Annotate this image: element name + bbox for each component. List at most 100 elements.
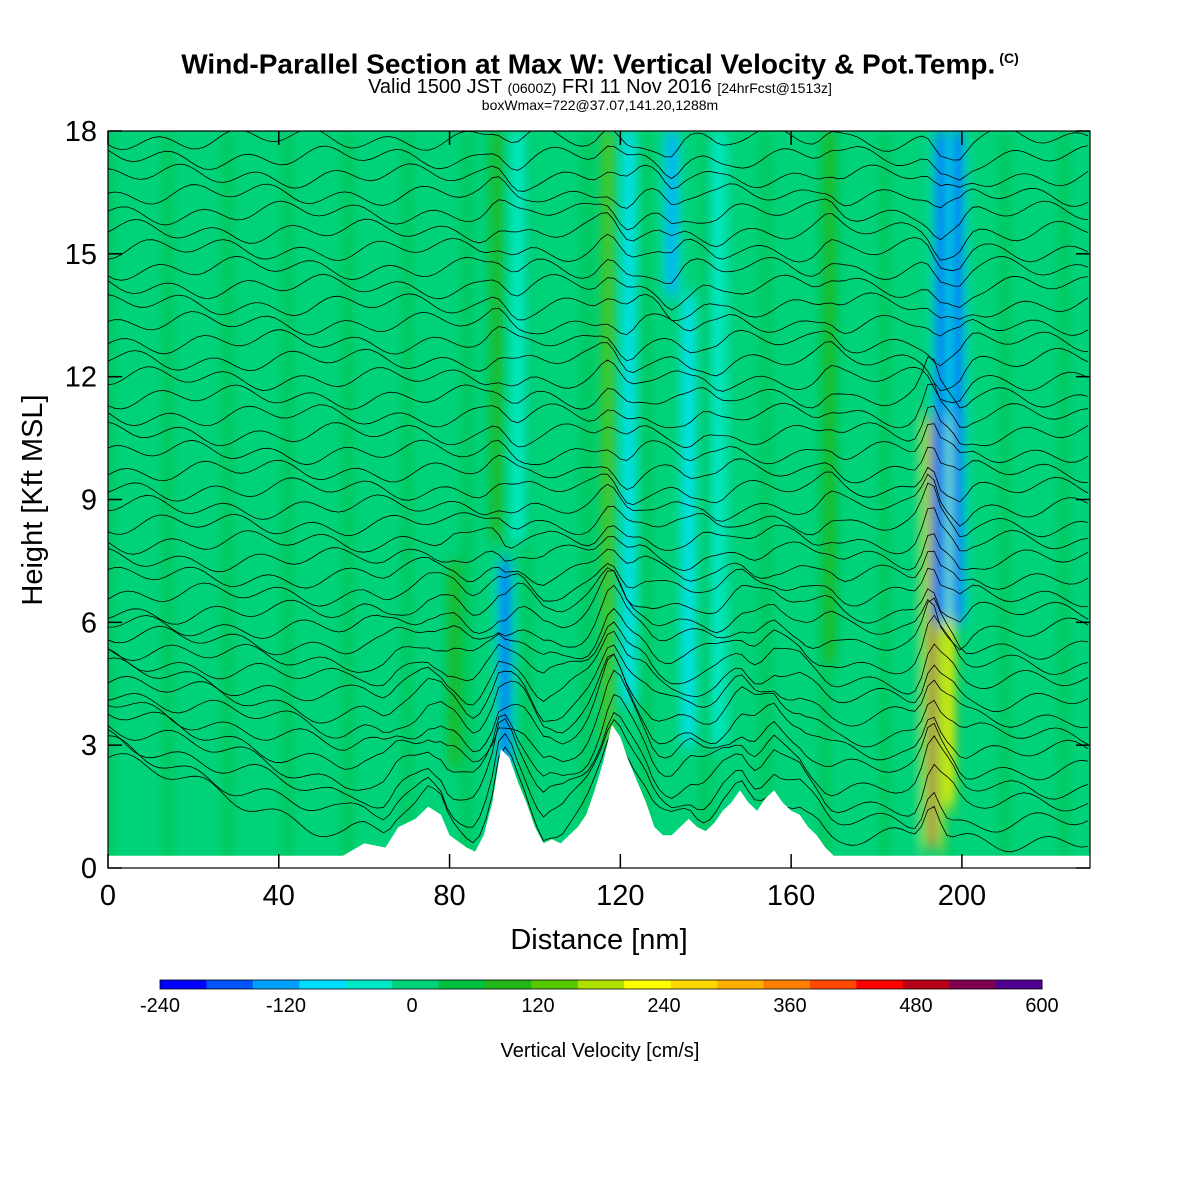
potential-temperature-contours <box>108 131 1089 853</box>
isentrope-line <box>108 446 1088 491</box>
field-band <box>760 131 771 868</box>
colorbar-swatch <box>206 980 254 989</box>
isentrope-line <box>108 473 1089 527</box>
isentrope-line <box>108 563 1088 608</box>
isentrope-line <box>108 423 1089 466</box>
field-band <box>611 131 622 868</box>
w-feature-core <box>928 417 936 848</box>
x-tick-label: 200 <box>938 880 986 912</box>
colorbar-swatch <box>531 980 579 989</box>
isentrope-line <box>108 145 1088 181</box>
w-feature-core <box>493 131 501 541</box>
chart-title-text: Wind-Parallel Section at Max W: Vertical… <box>181 48 996 80</box>
field-band <box>1029 131 1040 868</box>
isentrope-line <box>108 466 1089 506</box>
isentrope-line <box>108 653 1089 761</box>
isentrope-line <box>108 233 1089 272</box>
colorbar-swatch <box>438 980 486 989</box>
w-feature-core <box>945 417 953 807</box>
field-band <box>999 131 1010 868</box>
chart-title: Wind-Parallel Section at Max W: Vertical… <box>0 42 1200 80</box>
isentrope-line <box>108 359 1089 404</box>
isentrope-line <box>108 326 1088 367</box>
isentrope-line <box>108 607 1088 675</box>
field-band <box>282 131 293 868</box>
colorbar: -240 -120 0 120 240 360 480 600 <box>140 979 1059 1017</box>
vertical-velocity-field <box>108 131 1090 868</box>
field-band <box>192 131 203 868</box>
isentrope-line <box>108 548 1089 590</box>
field-band <box>162 131 173 868</box>
x-axis: 0 40 80 120 160 200 <box>100 880 986 912</box>
colorbar-tick-label: 0 <box>406 995 417 1017</box>
colorbar-swatch <box>252 980 300 989</box>
colorbar-swatch <box>577 980 625 989</box>
field-band <box>132 131 143 868</box>
field-band <box>461 131 472 868</box>
colorbar-swatch <box>995 980 1043 989</box>
x-tick-label: 40 <box>263 880 295 912</box>
copyright-mark: (C) <box>999 50 1019 66</box>
valid-utc: (0600Z) <box>507 80 557 97</box>
colorbar-tick-label: 600 <box>1025 995 1058 1017</box>
x-tick-label: 80 <box>433 880 465 912</box>
w-feature-core <box>685 294 693 746</box>
y-axis: 0 3 6 9 12 15 18 <box>65 116 97 885</box>
field-band <box>730 131 741 868</box>
y-tick-label: 15 <box>65 239 97 271</box>
plot-area <box>107 130 1091 869</box>
box-info: boxWmax=722@37.07,141.20,1288m <box>481 97 719 114</box>
isentrope-line <box>108 356 1088 410</box>
w-feature-core <box>826 131 834 664</box>
colorbar-swatch <box>484 980 532 989</box>
y-tick-label: 3 <box>81 730 97 762</box>
field-band <box>581 131 592 868</box>
colorbar-tick-label: 120 <box>521 995 554 1017</box>
isentrope-line <box>108 383 1088 429</box>
w-feature-core <box>937 131 945 623</box>
colorbar-swatch <box>670 980 718 989</box>
isentrope-line <box>108 729 1088 853</box>
isentrope-line <box>108 584 1088 660</box>
field-band <box>700 131 711 868</box>
isentrope-line <box>108 711 1089 817</box>
isentrope-line <box>108 198 1088 241</box>
x-axis-label: Distance [nm] <box>510 924 687 956</box>
field-band <box>640 131 651 868</box>
colorbar-swatch <box>809 980 857 989</box>
isentrope-line <box>108 212 1089 261</box>
y-tick-label: 12 <box>65 362 97 394</box>
field-band <box>342 131 353 868</box>
isentrope-line <box>108 570 1089 651</box>
valid-prefix: Valid 1500 JST <box>368 76 502 99</box>
field-band <box>670 131 681 868</box>
field-band <box>252 131 263 868</box>
colorbar-tick-label: 360 <box>773 995 806 1017</box>
isentrope-line <box>108 405 1089 449</box>
y-tick-label: 6 <box>81 607 97 639</box>
w-feature-core <box>625 131 633 705</box>
isentrope-line <box>108 644 1088 729</box>
field-band <box>790 131 801 868</box>
field-band <box>880 131 891 868</box>
field-band <box>222 131 233 868</box>
w-feature-core <box>954 131 962 623</box>
x-tick-label: 0 <box>100 880 116 912</box>
w-feature-core <box>715 131 723 746</box>
colorbar-swatch <box>345 980 393 989</box>
colorbar-swatch <box>949 980 997 989</box>
isentrope-line <box>108 653 1089 748</box>
field-features <box>108 131 1070 868</box>
colorbar-swatch <box>763 980 811 989</box>
y-tick-label: 18 <box>65 116 97 148</box>
isentrope-line <box>108 163 1089 192</box>
w-feature-core <box>450 560 458 766</box>
field-band <box>850 131 861 868</box>
field-band <box>312 131 323 868</box>
isentrope-line <box>108 131 1089 161</box>
w-feature-core <box>604 131 612 746</box>
field-band <box>521 131 532 868</box>
terrain-mask <box>108 724 1090 868</box>
colorbar-swatch <box>856 980 904 989</box>
